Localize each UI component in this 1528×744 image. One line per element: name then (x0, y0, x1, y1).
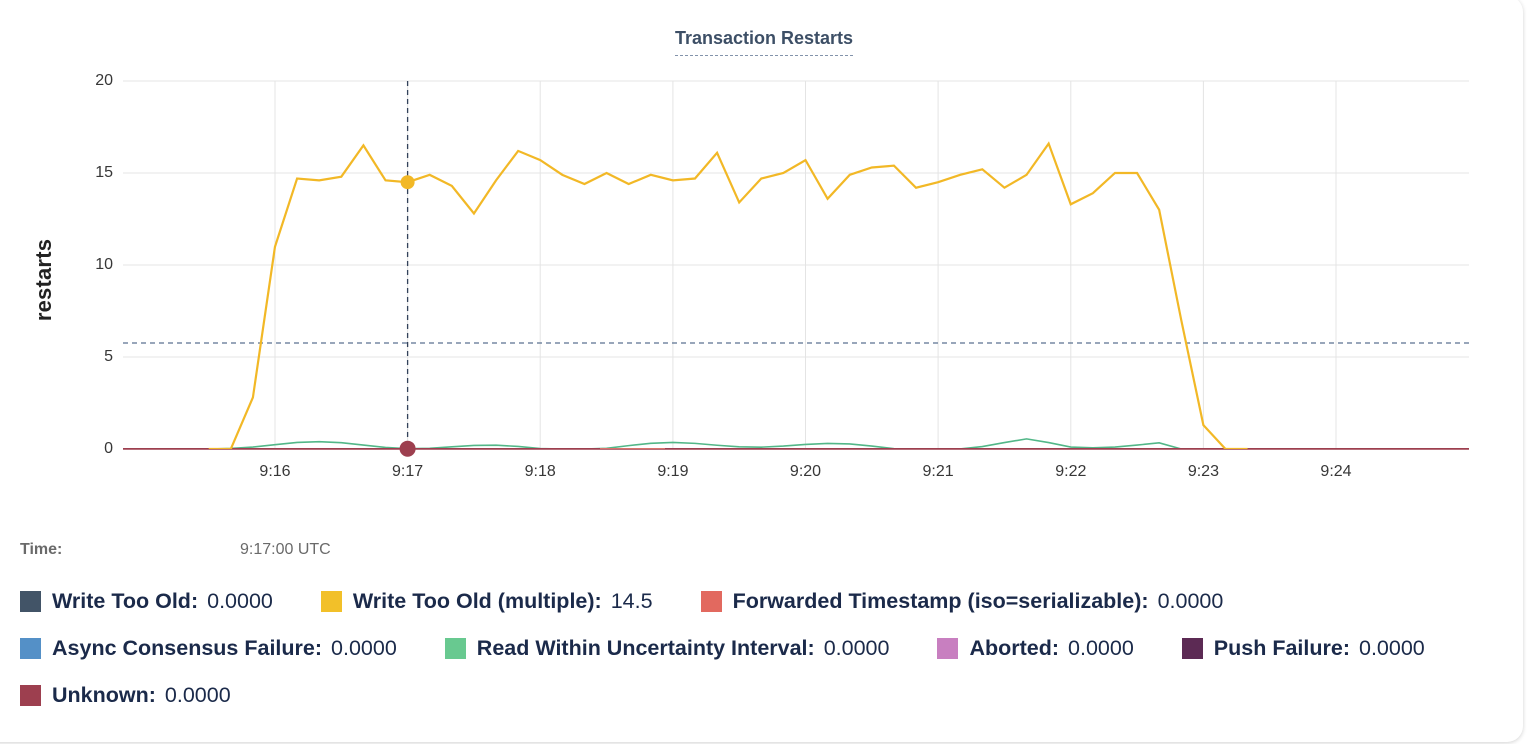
svg-text:9:21: 9:21 (923, 463, 954, 480)
svg-text:15: 15 (95, 164, 113, 181)
svg-text:9:16: 9:16 (259, 463, 290, 480)
svg-text:20: 20 (95, 72, 113, 89)
svg-text:9:20: 9:20 (790, 463, 821, 480)
svg-text:9:24: 9:24 (1320, 463, 1351, 480)
svg-text:9:22: 9:22 (1055, 463, 1086, 480)
svg-text:5: 5 (104, 348, 113, 365)
svg-text:9:23: 9:23 (1188, 463, 1219, 480)
svg-text:9:17: 9:17 (392, 463, 423, 480)
svg-text:0: 0 (104, 440, 113, 457)
svg-text:10: 10 (95, 256, 113, 273)
svg-text:9:19: 9:19 (657, 463, 688, 480)
svg-text:9:18: 9:18 (525, 463, 556, 480)
